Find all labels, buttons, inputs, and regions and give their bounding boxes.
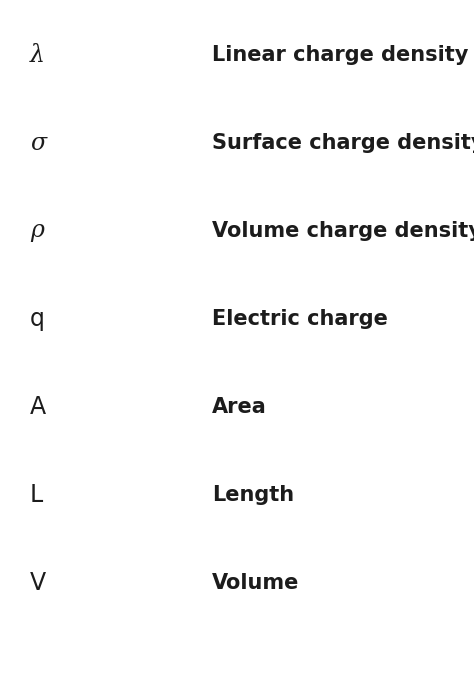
Text: q: q [30,307,45,331]
Text: L: L [30,483,43,507]
Text: Area: Area [212,397,267,417]
Text: A: A [30,395,46,419]
Text: Surface charge density: Surface charge density [212,133,474,153]
Text: Linear charge density: Linear charge density [212,45,468,65]
Text: λ: λ [30,44,45,66]
Text: V: V [30,571,46,595]
Text: Length: Length [212,485,294,505]
Text: σ: σ [30,131,46,154]
Text: Electric charge: Electric charge [212,309,388,329]
Text: ρ: ρ [30,219,44,242]
Text: Volume charge density: Volume charge density [212,221,474,241]
Text: Volume: Volume [212,573,300,593]
